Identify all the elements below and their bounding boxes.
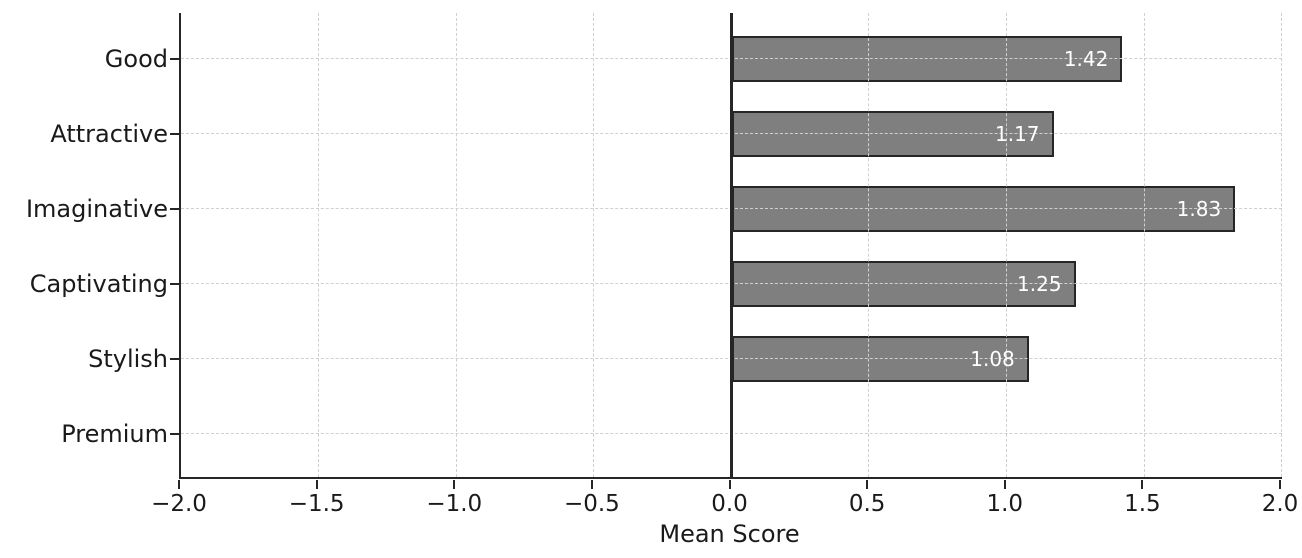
x-tick-label-3: −0.5 <box>563 491 620 517</box>
x-tick-4 <box>728 479 731 489</box>
x-tick-label-5: 0.5 <box>848 491 886 517</box>
gridline-vertical-0.5 <box>868 13 870 477</box>
x-tick-0 <box>178 479 180 489</box>
bar-value-good: 1.42 <box>1063 47 1109 71</box>
bar-value-stylish: 1.08 <box>970 347 1015 371</box>
y-tick-label-stylish: Stylish <box>88 345 168 373</box>
y-tick-label-attractive: Attractive <box>50 120 168 148</box>
gridline-vertical-1.0 <box>1006 13 1007 477</box>
x-axis-title: Mean Score <box>659 520 800 548</box>
y-tick-premium <box>170 433 179 435</box>
y-tick-stylish <box>170 358 179 360</box>
y-tick-label-premium: Premium <box>61 420 168 448</box>
x-tick-label-2: −1.0 <box>426 491 483 517</box>
x-tick-label-4: 0.0 <box>711 491 748 517</box>
gridline-vertical-neg1.5 <box>317 13 319 477</box>
x-tick-8 <box>1279 479 1281 489</box>
x-tick-7 <box>1141 479 1144 489</box>
x-tick-label-7: 1.5 <box>1124 491 1161 517</box>
x-tick-1 <box>315 479 318 489</box>
y-tick-label-good: Good <box>104 45 168 73</box>
y-tick-label-imaginative: Imaginative <box>25 195 168 223</box>
plot-area: 1.42 1.17 1.83 1.25 1.08 <box>179 13 1283 479</box>
gridline-vertical-2.0 <box>1281 13 1283 477</box>
x-tick-label-8: 2.0 <box>1261 491 1299 517</box>
y-tick-good <box>170 58 179 60</box>
bar-value-captivating: 1.25 <box>1017 272 1062 296</box>
x-tick-label-0: −2.0 <box>151 491 207 517</box>
x-tick-2 <box>453 479 456 489</box>
y-tick-captivating <box>170 283 179 285</box>
x-tick-label-1: −1.5 <box>288 491 345 517</box>
gridline-vertical-neg0.5 <box>593 13 595 477</box>
x-tick-5 <box>866 479 869 489</box>
x-tick-3 <box>590 479 593 489</box>
y-tick-imaginative <box>170 208 179 210</box>
gridline-vertical-neg1.0 <box>455 13 457 477</box>
x-tick-label-6: 1.0 <box>986 491 1024 517</box>
y-tick-attractive <box>170 133 179 135</box>
y-tick-label-captivating: Captivating <box>29 270 168 298</box>
x-tick-6 <box>1003 479 1006 489</box>
bar-value-imaginative: 1.83 <box>1176 197 1222 221</box>
gridline-vertical-1.5 <box>1143 13 1145 477</box>
zero-line <box>730 13 733 477</box>
bar-value-attractive: 1.17 <box>995 122 1040 146</box>
